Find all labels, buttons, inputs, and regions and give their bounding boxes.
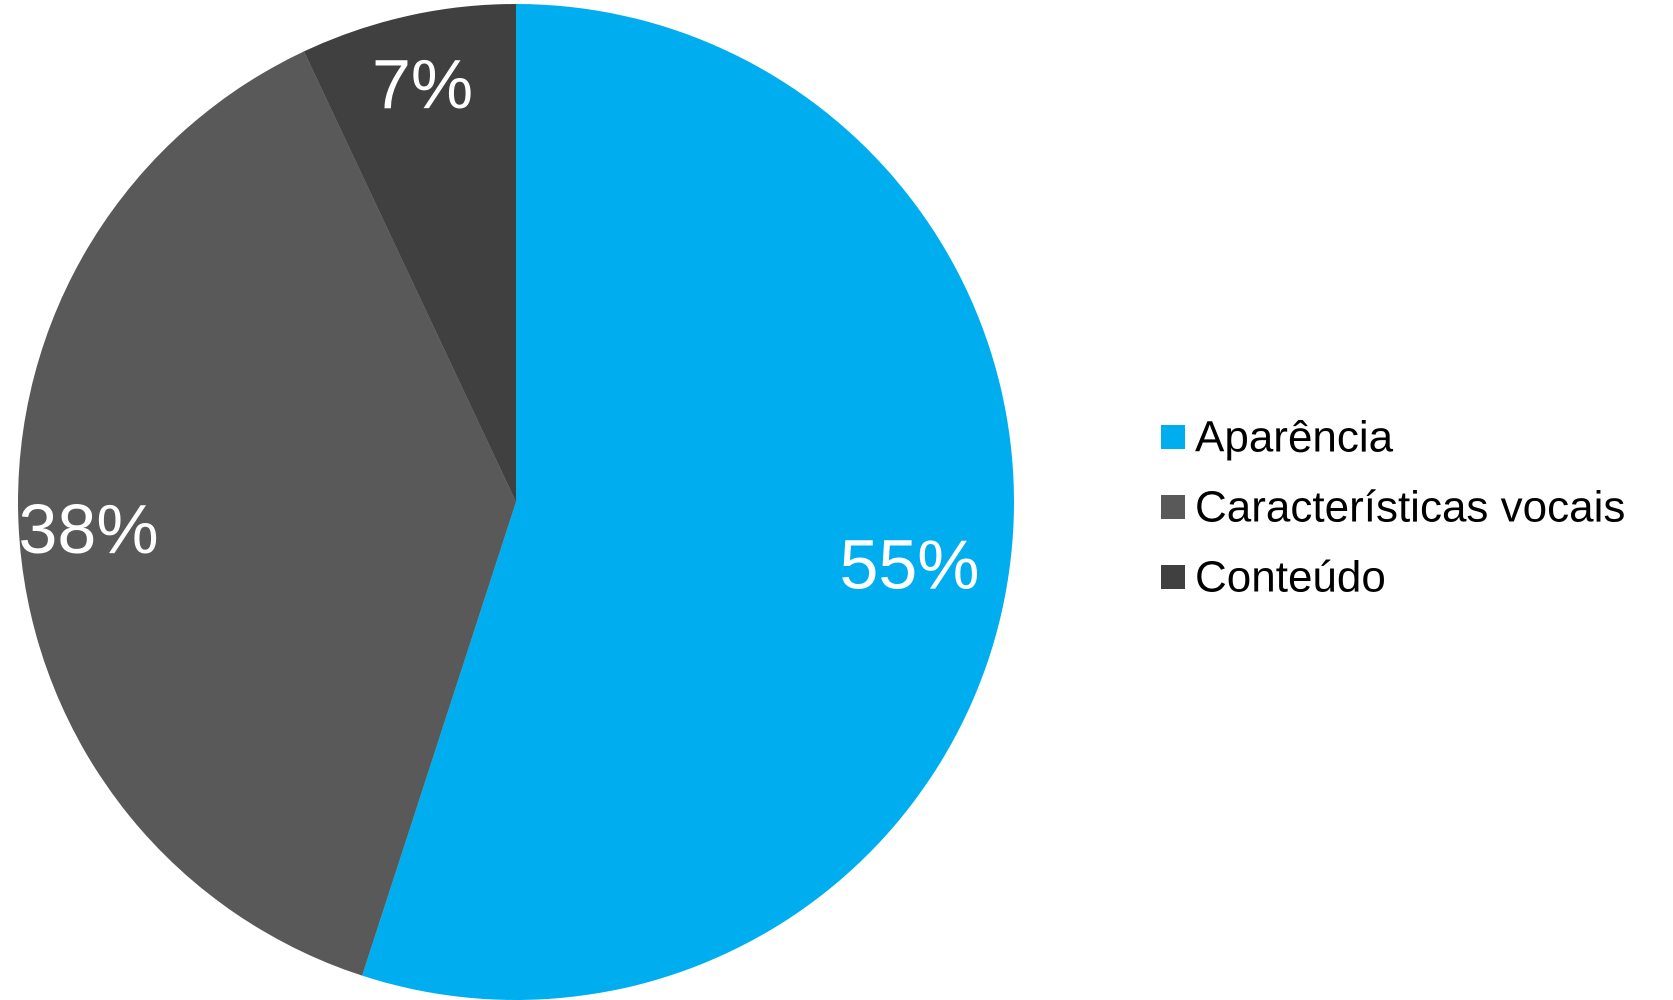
legend-swatch-caracteristicas-vocais <box>1161 495 1185 519</box>
legend-label-caracteristicas-vocais: Características vocais <box>1195 483 1625 532</box>
pie-slice-caracteristicas-vocais <box>18 51 516 976</box>
data-label-caracteristicas-vocais: 38% <box>19 490 159 568</box>
pie-slice-conteudo <box>303 4 516 502</box>
data-label-conteudo: 7% <box>372 45 473 123</box>
legend: Aparência Características vocais Conteúdo <box>1161 413 1625 602</box>
legend-swatch-aparencia <box>1161 425 1185 449</box>
data-label-aparencia: 55% <box>839 525 979 603</box>
pie-slice-aparencia <box>362 4 1015 1000</box>
legend-label-conteudo: Conteúdo <box>1195 553 1386 602</box>
pie-slices <box>18 4 1015 1000</box>
pie-data-labels: 55% 38% 7% <box>19 45 980 603</box>
legend-label-aparencia: Aparência <box>1195 413 1394 462</box>
legend-swatch-conteudo <box>1161 565 1185 589</box>
